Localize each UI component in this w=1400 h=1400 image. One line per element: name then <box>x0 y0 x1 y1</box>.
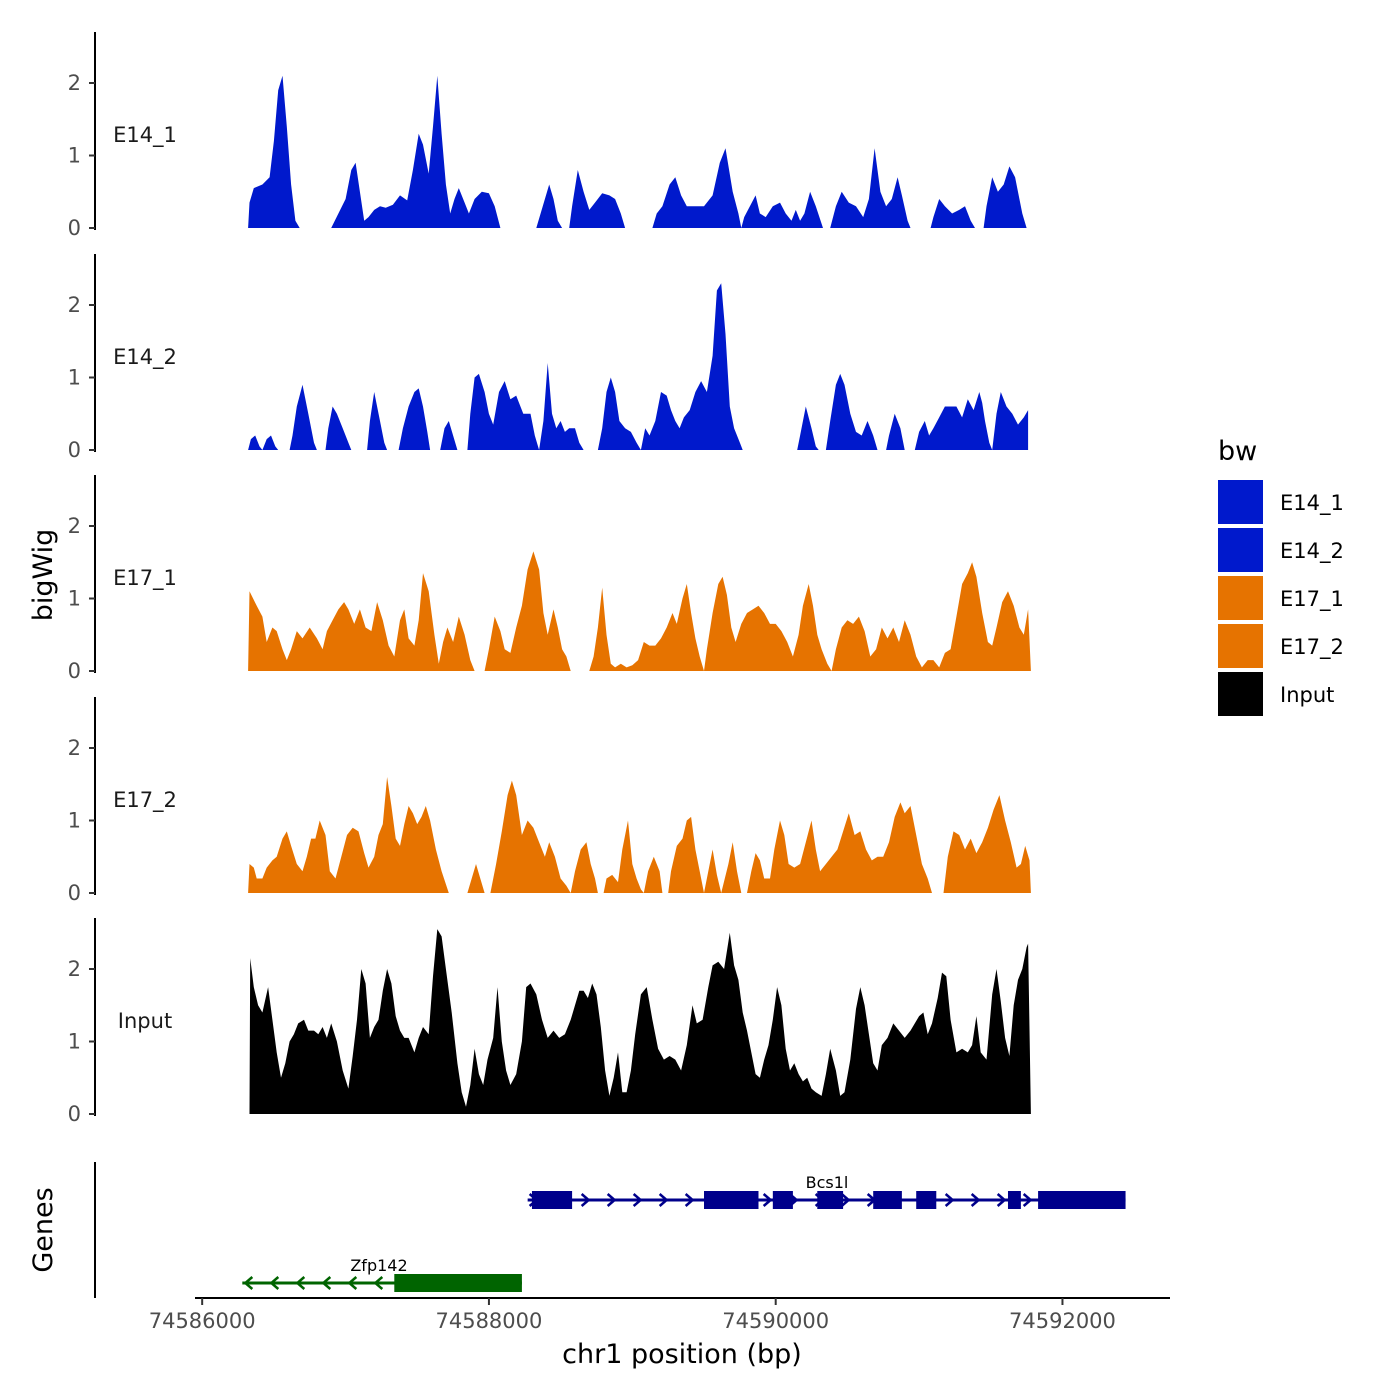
legend-item-input: Input <box>1218 672 1334 716</box>
y-tick-label: 2 <box>68 957 81 981</box>
y-tick-label: 1 <box>68 809 81 833</box>
y-tick-label: 0 <box>68 881 81 905</box>
track-label: E17_1 <box>113 566 177 591</box>
gene-exon <box>394 1274 522 1292</box>
strand-arrow <box>321 1276 332 1290</box>
legend-label: E14_1 <box>1280 491 1344 516</box>
strand-arrow <box>762 1193 773 1207</box>
track-label: Input <box>118 1009 172 1033</box>
y-axis-title: bigWig <box>28 529 59 622</box>
legend-label: E17_1 <box>1280 587 1344 612</box>
strand-arrow <box>243 1276 254 1290</box>
y-tick-label: 0 <box>68 216 81 240</box>
strand-arrow <box>632 1193 643 1207</box>
x-tick-label: 74592000 <box>1009 1309 1116 1333</box>
strand-arrow <box>580 1193 591 1207</box>
track-label: E14_2 <box>113 345 177 370</box>
y-tick-label: 2 <box>68 71 81 95</box>
y-tick-label: 2 <box>68 514 81 538</box>
legend-label: E14_2 <box>1280 539 1344 564</box>
legend-items: E14_1 E14_2 E17_1 E17_2 Input <box>1218 480 1344 716</box>
gene-exon <box>1007 1191 1021 1209</box>
legend-item-e14-2: E14_2 <box>1218 528 1344 572</box>
track-panel-e14-1: 0 1 2 E14_1 <box>68 32 1027 240</box>
legend-label: E17_2 <box>1280 635 1344 660</box>
x-tick-label: 74586000 <box>149 1309 256 1333</box>
y-tick-label: 0 <box>68 438 81 462</box>
legend-swatch <box>1218 480 1263 524</box>
legend-swatch <box>1218 576 1263 620</box>
strand-arrow <box>269 1276 280 1290</box>
y-tick-label: 1 <box>68 1030 81 1054</box>
strand-arrow <box>606 1193 617 1207</box>
track-panel-e14-2: 0 1 2 E14_2 <box>68 254 1029 462</box>
legend-label: Input <box>1280 683 1334 707</box>
track-panel-input: 0 1 2 Input <box>68 918 1031 1126</box>
signal-area-input <box>249 929 1031 1114</box>
track-label: E14_1 <box>113 123 177 148</box>
y-tick-label: 1 <box>68 144 81 168</box>
strand-arrow <box>1022 1193 1033 1207</box>
strand-arrow <box>944 1193 955 1207</box>
gene-exon <box>704 1191 759 1209</box>
legend-swatch <box>1218 672 1263 716</box>
x-axis-ticks: 74586000 74588000 74590000 74592000 <box>149 1298 1116 1333</box>
legend-item-e17-2: E17_2 <box>1218 624 1344 668</box>
y-tick-label: 0 <box>68 659 81 683</box>
gene-label: Zfp142 <box>350 1256 407 1275</box>
gene-bcs1l: Bcs1l <box>527 1173 1126 1209</box>
gene-exon <box>772 1191 793 1209</box>
strand-arrow <box>658 1193 669 1207</box>
y-tick-label: 1 <box>68 366 81 390</box>
signal-area-e14-2 <box>248 283 1029 450</box>
x-axis-title: chr1 position (bp) <box>562 1339 802 1370</box>
x-tick-label: 74590000 <box>722 1309 829 1333</box>
gene-exon <box>873 1191 902 1209</box>
strand-arrow <box>295 1276 306 1290</box>
track-label: E17_2 <box>113 788 177 813</box>
x-tick-label: 74588000 <box>435 1309 542 1333</box>
strand-arrow <box>970 1193 981 1207</box>
gene-exon <box>531 1191 573 1209</box>
genes-panel: Bcs1l Zfp142 <box>94 1162 1126 1298</box>
y-tick-label: 1 <box>68 587 81 611</box>
strand-arrow <box>684 1193 695 1207</box>
gene-exon <box>817 1191 844 1209</box>
legend-swatch <box>1218 528 1263 572</box>
strand-arrow <box>373 1276 384 1290</box>
signal-area-e17-2 <box>248 777 1031 893</box>
track-panel-e17-1: 0 1 2 E17_1 <box>68 475 1031 683</box>
legend: bw E14_1 E14_2 E17_1 E17_2 Input <box>1218 436 1344 716</box>
signal-area-e17-1 <box>248 551 1031 671</box>
x-axis: 74586000 74588000 74590000 74592000 <box>149 1297 1170 1333</box>
legend-item-e17-1: E17_1 <box>1218 576 1344 620</box>
track-panels: 0 1 2 E14_1 0 1 2 E14_2 0 1 2 E17_1 0 1 2 E17_2 0 1 2 Input <box>68 32 1031 1126</box>
y-tick-label: 2 <box>68 293 81 317</box>
signal-area-e14-1 <box>248 75 1027 228</box>
gene-exon <box>1038 1191 1126 1209</box>
strand-arrow <box>840 1193 851 1207</box>
strand-arrow <box>347 1276 358 1290</box>
strand-arrow <box>996 1193 1007 1207</box>
legend-title: bw <box>1218 436 1257 467</box>
genes-axis-title: Genes <box>28 1187 59 1272</box>
legend-item-e14-1: E14_1 <box>1218 480 1344 524</box>
y-tick-label: 0 <box>68 1102 81 1126</box>
gene-exon <box>916 1191 937 1209</box>
y-tick-label: 2 <box>68 736 81 760</box>
legend-swatch <box>1218 624 1263 668</box>
gene-models: Bcs1l Zfp142 <box>242 1173 1126 1292</box>
track-panel-e17-2: 0 1 2 E17_2 <box>68 697 1031 905</box>
gene-label: Bcs1l <box>806 1173 849 1192</box>
gene-zfp142: Zfp142 <box>242 1256 522 1292</box>
